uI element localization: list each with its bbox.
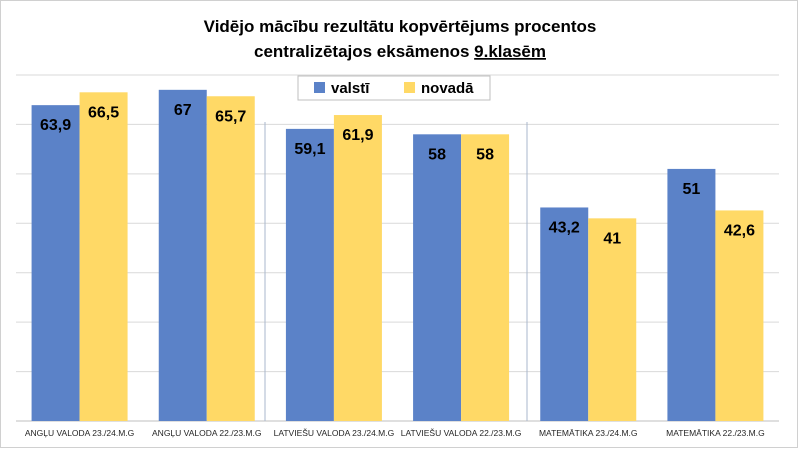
bar-novada xyxy=(461,134,510,422)
legend-swatch-novada xyxy=(404,82,415,93)
data-label: 58 xyxy=(476,146,494,163)
data-label: 67 xyxy=(174,102,192,119)
chart-title-line1: Vidējo mācību rezultātu kopvērtējums pro… xyxy=(204,17,597,36)
data-label: 63,9 xyxy=(40,117,71,134)
data-label: 43,2 xyxy=(549,219,580,236)
title-text: centralizētajos eksāmenos xyxy=(254,42,474,61)
bar-valsti xyxy=(31,105,80,421)
title-underlined-text: 9.klasēm xyxy=(474,42,546,61)
data-label: 65,7 xyxy=(215,108,246,125)
x-tick-label: MATEMĀTIKA 23./24.M.G xyxy=(539,428,638,438)
bar-novada xyxy=(588,218,637,421)
legend-label: valstī xyxy=(331,80,370,97)
chart-title-line2: centralizētajos eksāmenos 9.klasēm xyxy=(254,42,546,61)
x-tick-label: ANGĻU VALODA 23./24.M.G xyxy=(25,428,134,438)
legend-swatch-valsti xyxy=(314,82,325,93)
bar-valsti xyxy=(158,89,207,421)
data-label: 59,1 xyxy=(294,141,325,158)
bar-valsti xyxy=(285,128,334,421)
bar-novada xyxy=(715,210,764,421)
bar-novada xyxy=(79,92,128,422)
data-label: 58 xyxy=(428,146,446,163)
bar-valsti xyxy=(413,134,462,422)
legend-box xyxy=(297,75,491,101)
data-label: 42,6 xyxy=(724,222,755,239)
bar-valsti xyxy=(540,207,589,421)
x-tick-label: LATVIEŠU VALODA 23./24.M.G xyxy=(274,428,395,438)
bar-novada xyxy=(333,115,382,421)
data-label: 61,9 xyxy=(342,127,373,144)
x-tick-label: LATVIEŠU VALODA 22./23.M.G xyxy=(401,428,522,438)
bar-novada xyxy=(206,96,255,422)
data-label: 41 xyxy=(603,230,621,247)
bar-valsti xyxy=(667,168,716,421)
x-tick-label: MATEMĀTIKA 22./23.M.G xyxy=(666,428,765,438)
x-tick-label: ANGĻU VALODA 22./23.M.G xyxy=(152,428,261,438)
data-label: 51 xyxy=(683,181,701,198)
data-label: 66,5 xyxy=(88,104,119,121)
legend-label: novadā xyxy=(421,80,474,97)
